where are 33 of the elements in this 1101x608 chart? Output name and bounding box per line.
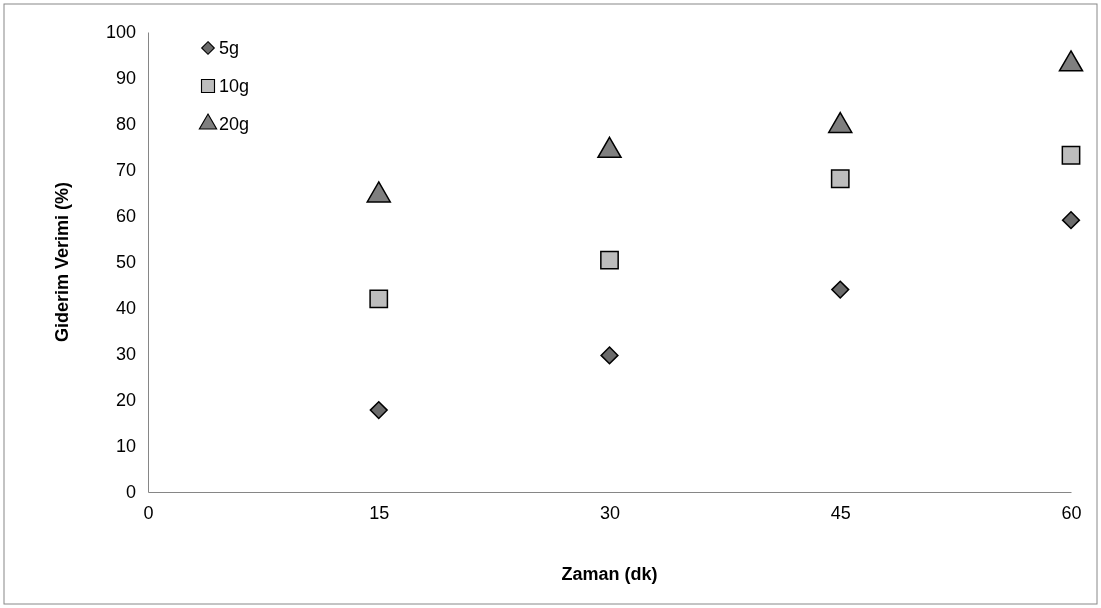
y-tick-label: 90 xyxy=(115,68,136,89)
point xyxy=(369,289,389,309)
x-tick-label: 30 xyxy=(599,502,621,523)
point xyxy=(366,181,392,203)
x-axis-title: Zaman (dk) xyxy=(561,564,658,584)
point xyxy=(369,400,388,420)
point xyxy=(827,111,853,134)
x-tick-label: 0 xyxy=(143,502,154,523)
point xyxy=(597,136,622,159)
point xyxy=(830,169,850,189)
point xyxy=(600,346,619,365)
y-tick-label: 10 xyxy=(115,436,136,457)
x-tick-label: 45 xyxy=(830,502,851,523)
point xyxy=(600,250,619,270)
y-tick-label: 100 xyxy=(105,22,136,43)
y-tick-label: 20 xyxy=(115,390,136,411)
point xyxy=(1061,145,1081,165)
y-tick-label: 40 xyxy=(115,298,136,319)
legend-label: 5g xyxy=(219,38,240,58)
x-tick-label: 60 xyxy=(1061,502,1082,523)
y-tick-label: 60 xyxy=(115,206,136,227)
point xyxy=(1058,50,1084,72)
y-axis-title: Giderim Verimi (%) xyxy=(52,181,72,343)
y-tick-label: 50 xyxy=(115,252,136,273)
x-tick-label: 15 xyxy=(369,502,390,523)
y-tick-label: 80 xyxy=(115,114,136,135)
legend-label: 10g xyxy=(219,76,250,96)
y-tick-label: 0 xyxy=(125,482,136,503)
y-tick-label: 70 xyxy=(115,160,136,181)
y-tick-label: 30 xyxy=(115,344,136,365)
point xyxy=(831,280,850,299)
legend-label: 20g xyxy=(219,114,250,134)
point xyxy=(1061,210,1081,230)
